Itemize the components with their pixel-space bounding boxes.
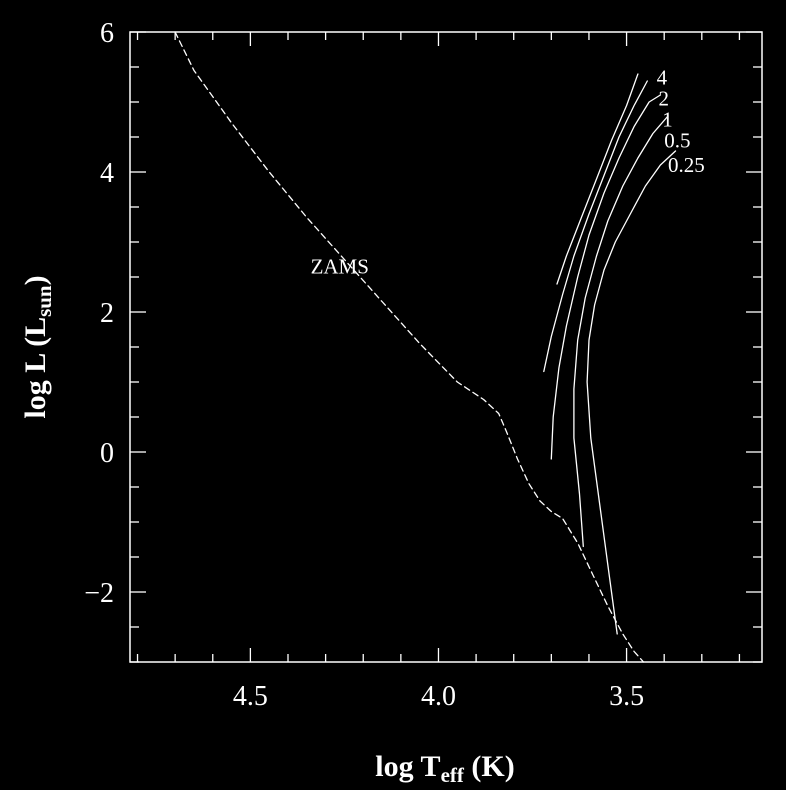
- zams-label: ZAMS: [311, 255, 369, 279]
- axis-ticks: [130, 31, 762, 663]
- x-axis-title: log Teff (K): [375, 750, 514, 787]
- track-line: [586, 150, 677, 635]
- x-tick-label: 4.0: [421, 681, 456, 712]
- track-line: [556, 73, 639, 285]
- track-line: [550, 94, 662, 460]
- series-label: 1: [662, 108, 673, 132]
- y-tick-label: 4: [100, 158, 114, 189]
- series-label: 0.5: [664, 129, 690, 153]
- x-axis-title-subscript: eff: [441, 763, 465, 787]
- series-label: 2: [659, 87, 670, 111]
- series-label: 0.25: [668, 153, 705, 177]
- track-line: [573, 115, 669, 548]
- x-tick-label: 3.5: [609, 681, 644, 712]
- y-tick-label: −2: [84, 578, 114, 609]
- track-line: [543, 80, 648, 373]
- tick-labels: 4.5 4.0 3.5 6 4 2 0 −2: [84, 18, 644, 712]
- y-tick-label: 2: [100, 298, 114, 329]
- x-axis-title-tail: (K): [464, 750, 515, 783]
- data-series: [174, 31, 677, 663]
- y-axis-title: log L (Lsun): [19, 275, 56, 418]
- y-tick-label: 0: [100, 438, 114, 469]
- zams-line: [174, 31, 645, 663]
- y-axis-title-tail: ): [19, 275, 52, 285]
- y-axis-title-subscript: sun: [32, 285, 56, 317]
- x-tick-label: 4.5: [233, 681, 268, 712]
- y-tick-label: 6: [100, 18, 114, 49]
- series-label: 4: [657, 66, 668, 90]
